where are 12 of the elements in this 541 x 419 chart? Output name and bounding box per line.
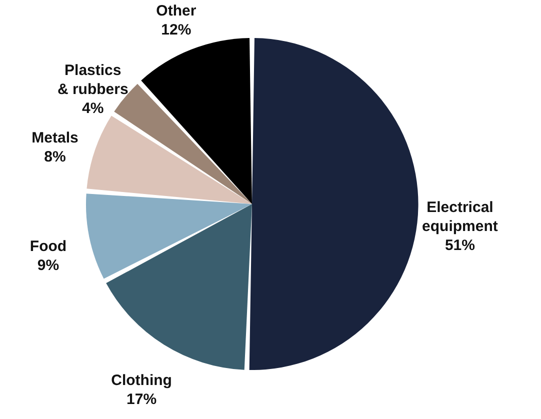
data-label: 51% (444, 237, 475, 254)
data-label: 4% (82, 100, 104, 118)
slice-label: Clothing (111, 372, 172, 390)
slice-label: Electrical equipment (422, 199, 498, 236)
data-label: 17% (126, 391, 157, 408)
slice-label: Food (30, 238, 67, 255)
data-label: 9% (37, 256, 60, 274)
slice-label: Plastics & rubbers (57, 62, 128, 98)
data-label: 8% (44, 148, 66, 166)
slice-label: Other (156, 2, 196, 20)
data-label: 12% (161, 21, 192, 38)
slice-label: Metals (32, 129, 78, 146)
